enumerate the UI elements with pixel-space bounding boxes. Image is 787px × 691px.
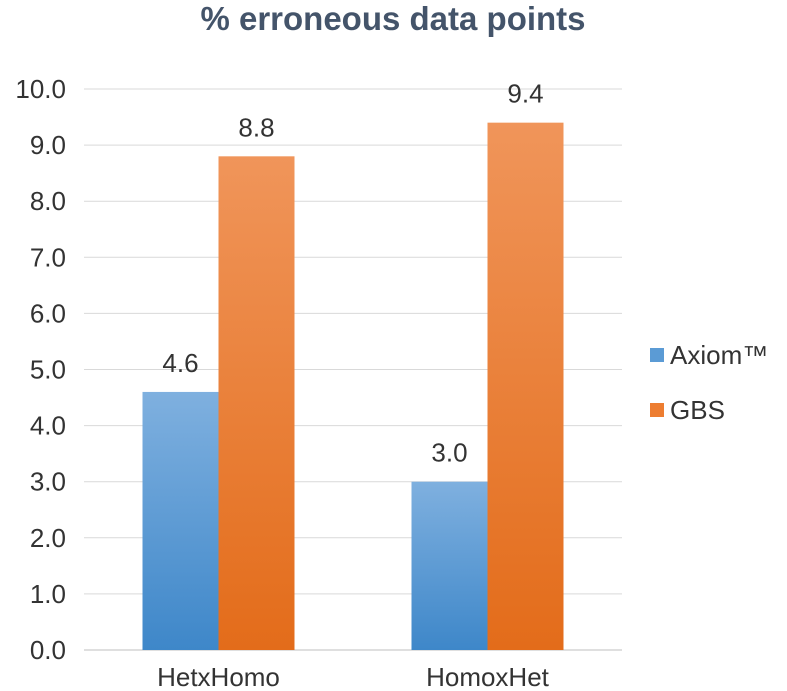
- y-tick-label: 6.0: [30, 298, 66, 328]
- x-axis: HetxHomo HomoxHet: [157, 662, 550, 691]
- data-labels: 4.6 8.8 3.0 9.4: [162, 79, 543, 468]
- y-tick-label: 7.0: [30, 242, 66, 272]
- legend-label: Axiom™: [670, 340, 768, 370]
- data-label: 3.0: [431, 438, 467, 468]
- data-label: 8.8: [238, 112, 274, 142]
- y-tick-label: 0.0: [30, 635, 66, 665]
- chart-title: % erroneous data points: [200, 0, 585, 37]
- y-tick-label: 9.0: [30, 130, 66, 160]
- bars: [142, 122, 564, 650]
- legend-swatch: [650, 348, 664, 362]
- y-tick-label: 5.0: [30, 355, 66, 385]
- y-tick-label: 10.0: [15, 74, 66, 104]
- y-tick-label: 4.0: [30, 411, 66, 441]
- x-tick-label: HetxHomo: [157, 662, 280, 691]
- y-tick-label: 1.0: [30, 579, 66, 609]
- bar: [487, 122, 564, 650]
- y-tick-label: 2.0: [30, 523, 66, 553]
- y-axis: 0.0 1.0 2.0 3.0 4.0 5.0 6.0 7.0 8.0 9.0 10.0: [15, 74, 66, 665]
- data-label: 9.4: [507, 79, 543, 109]
- data-label: 4.6: [162, 348, 198, 378]
- bar: [218, 156, 295, 650]
- x-tick-label: HomoxHet: [426, 662, 550, 691]
- legend: Axiom™ GBS: [650, 340, 768, 425]
- y-tick-label: 8.0: [30, 186, 66, 216]
- legend-label: GBS: [670, 395, 725, 425]
- y-tick-label: 3.0: [30, 467, 66, 497]
- legend-swatch: [650, 403, 664, 417]
- bar: [142, 391, 219, 650]
- bar: [411, 481, 488, 650]
